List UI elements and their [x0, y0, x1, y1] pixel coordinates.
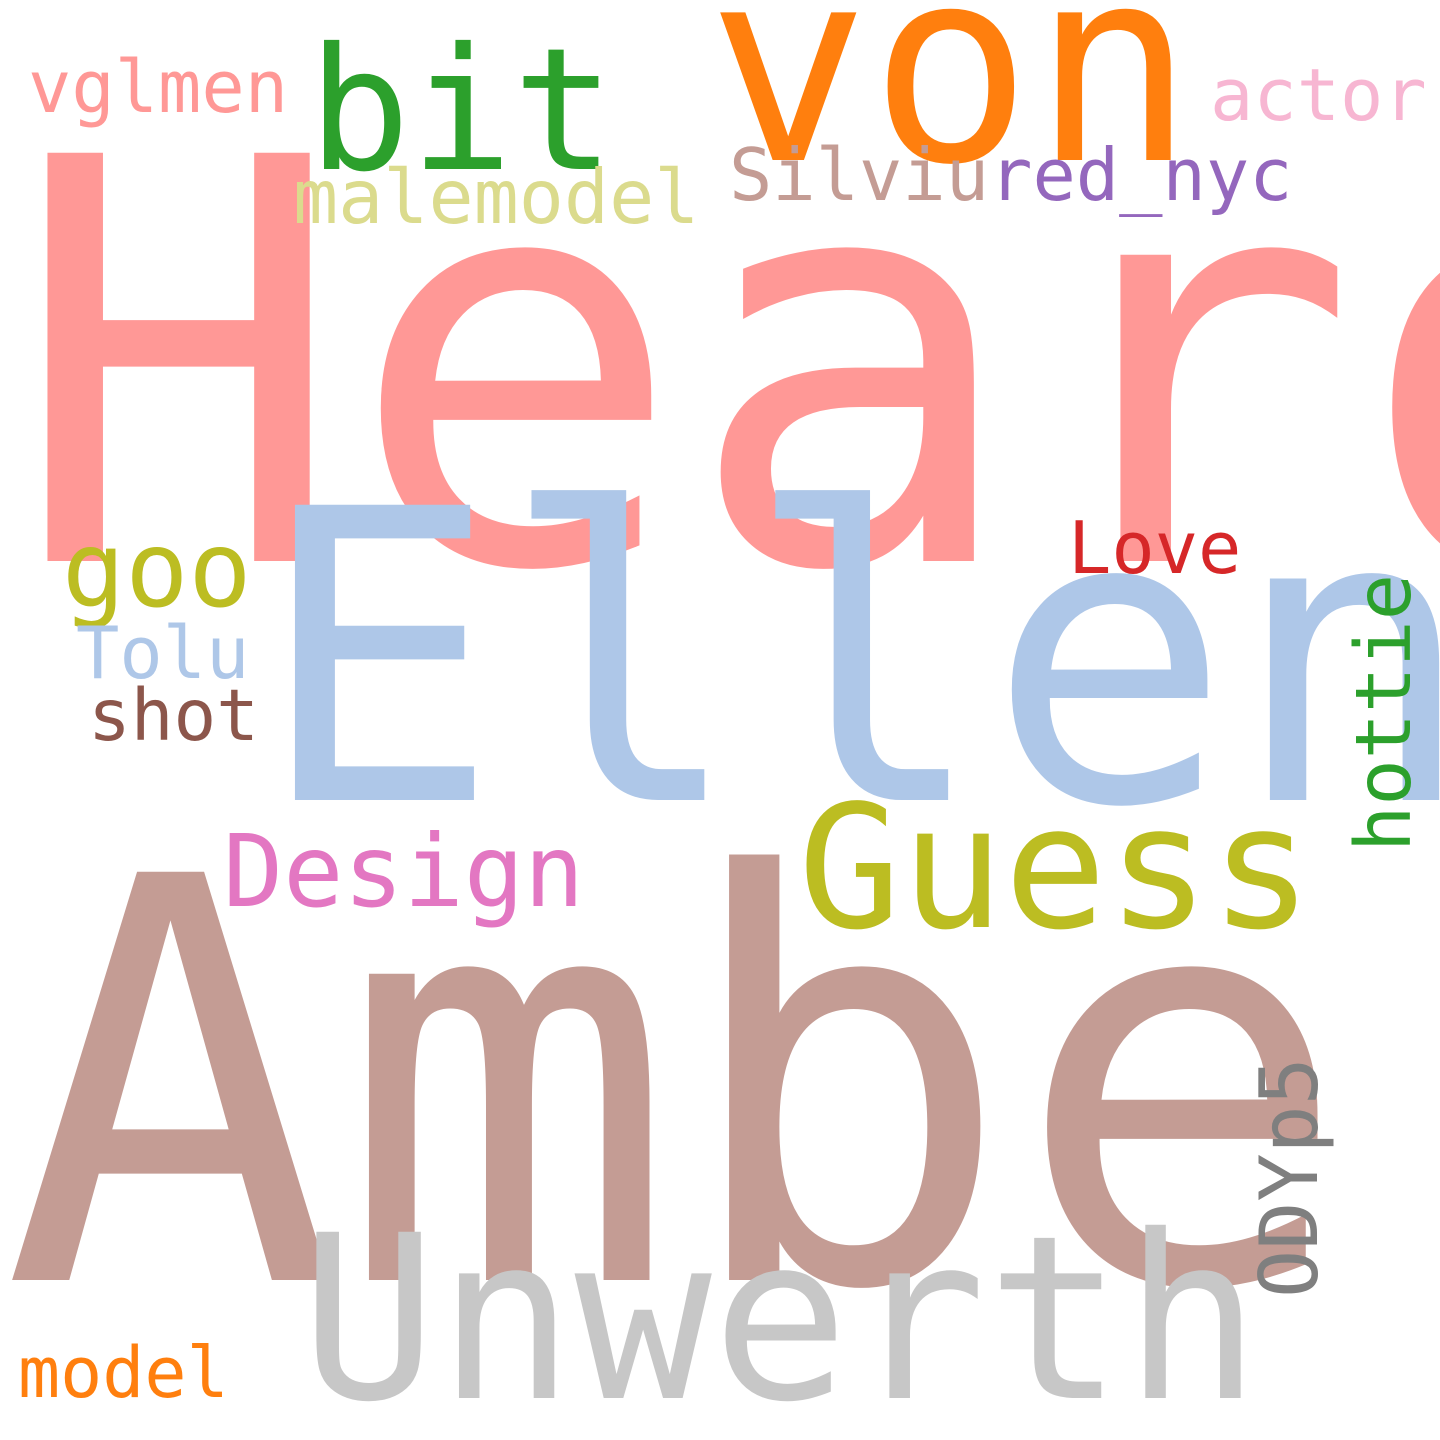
- word-design: Design: [223, 813, 585, 930]
- word-red-nyc: red_nyc: [989, 133, 1293, 217]
- word-guess: Guess: [798, 769, 1313, 968]
- word-amber: Amber: [2, 761, 1440, 1413]
- word-unwerth: Unwerth: [300, 1186, 1261, 1440]
- word-odyp5: ODYp5: [1243, 1057, 1336, 1298]
- word-silviu: Silviu: [729, 133, 990, 217]
- word-malemodel: malemodel: [293, 153, 700, 241]
- word-von: von: [707, 0, 1195, 224]
- word-silviu-red-nyc: Silviured_nyc: [729, 139, 1293, 211]
- word-model: model: [18, 1332, 229, 1414]
- word-bit: bit: [308, 12, 616, 210]
- word-hottie: hottie: [1340, 573, 1429, 852]
- word-heard: Heard: [10, 42, 1440, 694]
- word-vglmen: vglmen: [28, 45, 289, 129]
- word-goo: goo: [62, 509, 252, 631]
- word-ellen: Ellen: [256, 424, 1440, 896]
- word-tolu: Tolu: [76, 611, 250, 695]
- word-actor: actor: [1210, 53, 1427, 137]
- word-love: Love: [1068, 506, 1242, 590]
- word-shot: shot: [88, 674, 259, 757]
